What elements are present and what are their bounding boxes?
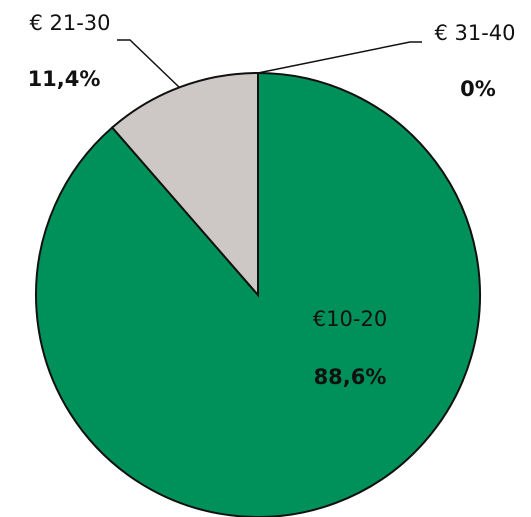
slice-label: € 21-30 [29, 11, 110, 35]
leader-line [257, 41, 422, 74]
slice-label: €10-20 [313, 307, 387, 331]
slice-value-label: 88,6% [314, 365, 387, 389]
pie-slice [110, 71, 259, 298]
slice-label: € 31-40 [434, 21, 515, 45]
slice-value-label: 0% [460, 77, 496, 101]
slice-value-label: 11,4% [28, 67, 101, 91]
leader-line [117, 39, 181, 89]
